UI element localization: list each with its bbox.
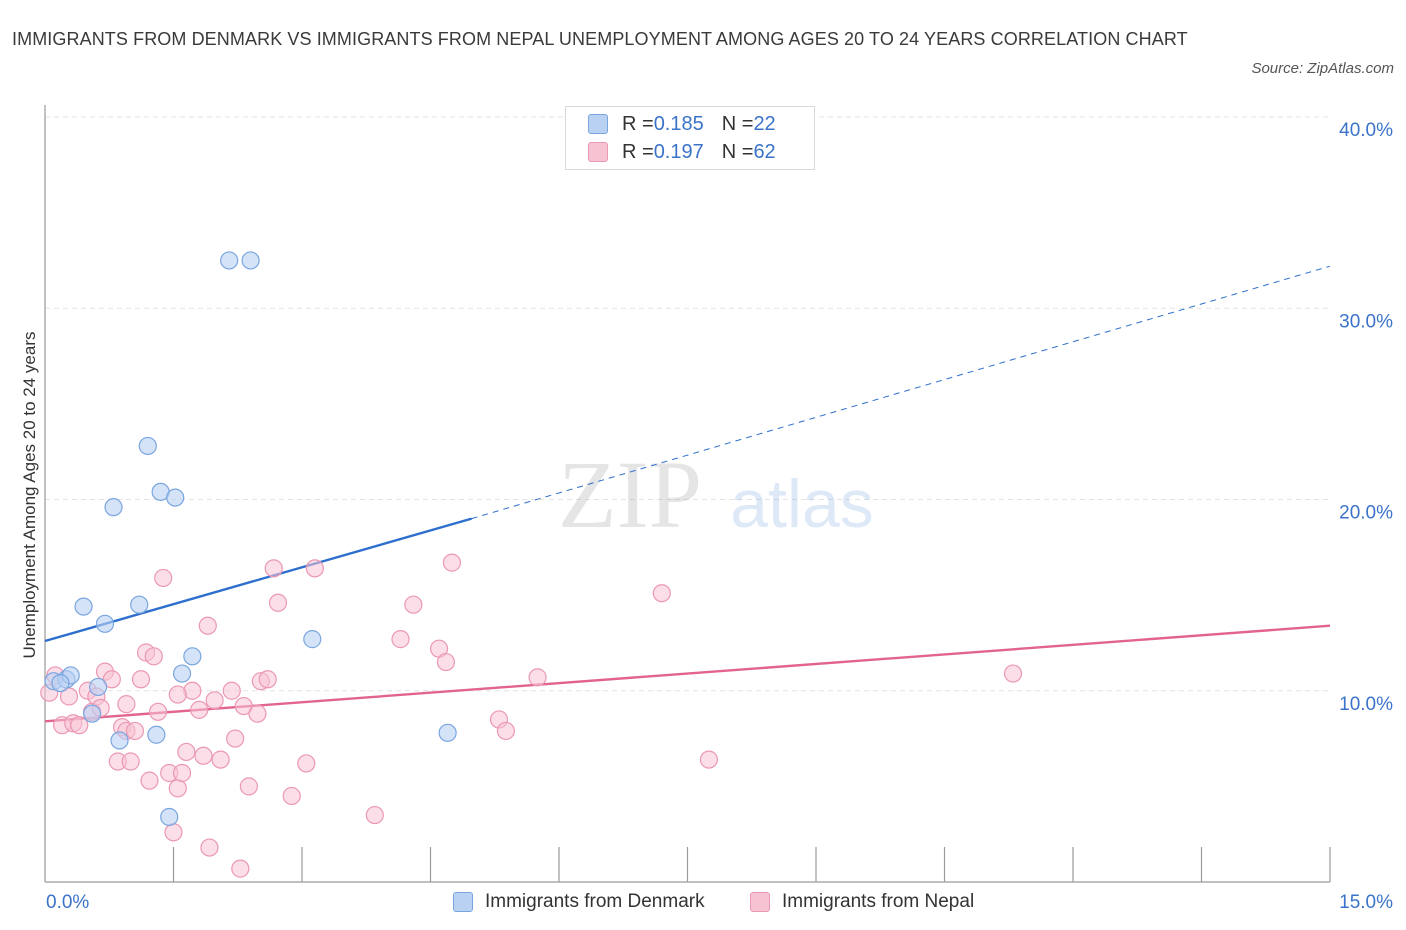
nepal-point <box>121 752 140 771</box>
nepal-point <box>305 559 324 578</box>
nepal-n-value: 62 <box>753 140 776 163</box>
denmark-point <box>104 498 123 517</box>
nepal-point <box>496 721 515 741</box>
bottom-legend-nepal: Immigrants from Nepal <box>750 888 974 916</box>
legend-row-nepal: R = 0.197 N = 62 <box>588 139 776 165</box>
bottom-legend-denmark: Immigrants from Denmark <box>453 888 705 916</box>
denmark-point <box>183 647 202 666</box>
nepal-point <box>190 700 209 719</box>
denmark-point <box>130 595 149 614</box>
y-tick-label: 10.0% <box>1339 694 1393 715</box>
nepal-point <box>144 647 163 666</box>
watermark-atlas: atlas <box>730 466 874 542</box>
denmark-point <box>303 630 322 649</box>
nepal-swatch <box>588 142 608 162</box>
denmark-point <box>95 614 115 633</box>
denmark-point <box>74 597 93 616</box>
nepal-point <box>211 750 230 769</box>
legend-row-denmark: R = 0.185 N = 22 <box>588 111 776 137</box>
nepal-point <box>168 779 187 798</box>
nepal-point <box>70 716 89 735</box>
denmark-point <box>438 723 457 742</box>
nepal-r-label: R = <box>622 140 654 163</box>
nepal-point <box>652 584 671 603</box>
y-tick-label: 20.0% <box>1339 503 1393 524</box>
nepal-point <box>365 805 384 825</box>
data-points <box>40 251 1023 878</box>
source-label: Source: ZipAtlas.com <box>1251 60 1394 77</box>
nepal-point <box>131 670 151 689</box>
nepal-n-label: N = <box>721 140 754 163</box>
denmark-r-label: R = <box>622 112 654 135</box>
bottom-denmark-label: Immigrants from Denmark <box>485 891 705 912</box>
denmark-r-value: 0.185 <box>653 112 704 135</box>
nepal-point <box>1003 664 1023 683</box>
denmark-trend-extension <box>471 265 1331 520</box>
nepal-point <box>172 763 192 783</box>
nepal-point <box>198 616 217 635</box>
axes <box>44 105 1331 883</box>
nepal-point <box>391 630 410 649</box>
nepal-point <box>125 721 145 741</box>
nepal-point <box>222 681 241 700</box>
nepal-point <box>194 746 213 765</box>
y-tick-label: 30.0% <box>1339 311 1393 332</box>
bottom-nepal-label: Immigrants from Nepal <box>782 891 975 912</box>
grid-lines <box>45 116 1330 692</box>
nepal-point <box>117 695 136 714</box>
nepal-point <box>297 754 316 773</box>
denmark-point <box>241 251 260 270</box>
denmark-trend-line <box>44 517 472 643</box>
nepal-point <box>268 593 288 612</box>
x-tick-label-min: 0.0% <box>46 892 89 913</box>
y-tick-label: 40.0% <box>1339 120 1393 141</box>
nepal-point <box>248 704 267 723</box>
denmark-swatch <box>588 114 608 134</box>
nepal-point <box>200 838 219 857</box>
denmark-point <box>220 251 239 270</box>
watermark: ZIP atlas <box>558 441 874 548</box>
nepal-point <box>168 685 187 704</box>
nepal-point <box>528 668 547 687</box>
watermark-zip: ZIP <box>558 441 702 548</box>
denmark-point <box>51 673 70 693</box>
nepal-point <box>258 670 277 689</box>
x-tick-label-max: 15.0% <box>1339 892 1393 913</box>
denmark-point <box>166 488 185 507</box>
y-axis-label: Unemployment Among Ages 20 to 24 years <box>20 331 39 659</box>
nepal-point <box>226 729 245 748</box>
denmark-point <box>89 677 108 697</box>
denmark-n-value: 22 <box>753 112 776 135</box>
nepal-point <box>140 771 159 790</box>
nepal-point <box>404 595 423 614</box>
nepal-point <box>282 786 301 806</box>
nepal-point <box>102 670 121 689</box>
tick-labels: 10.0% 20.0% 30.0% 40.0% 0.0% 15.0% <box>46 120 1393 913</box>
denmark-point <box>172 664 192 683</box>
denmark-point <box>138 436 157 456</box>
bottom-nepal-swatch <box>750 892 770 912</box>
nepal-point <box>239 777 258 796</box>
denmark-point <box>160 807 179 827</box>
nepal-point <box>205 691 224 710</box>
chart-title: IMMIGRANTS FROM DENMARK VS IMMIGRANTS FR… <box>12 29 1188 49</box>
nepal-point <box>234 696 253 716</box>
denmark-point <box>147 725 166 744</box>
nepal-point <box>148 702 168 721</box>
nepal-r-value: 0.197 <box>653 140 704 163</box>
denmark-point <box>83 704 102 723</box>
nepal-point <box>264 559 283 578</box>
nepal-point <box>436 652 456 672</box>
bottom-denmark-swatch <box>453 892 473 912</box>
denmark-n-label: N = <box>721 112 754 135</box>
denmark-point <box>110 731 129 750</box>
nepal-point <box>231 859 250 878</box>
stats-legend: R = 0.185 N = 22 R = 0.197 N = 62 <box>565 106 815 170</box>
nepal-point <box>164 823 183 842</box>
nepal-point <box>154 568 173 588</box>
nepal-point <box>177 742 196 762</box>
nepal-point <box>699 750 719 769</box>
nepal-point <box>442 553 462 572</box>
